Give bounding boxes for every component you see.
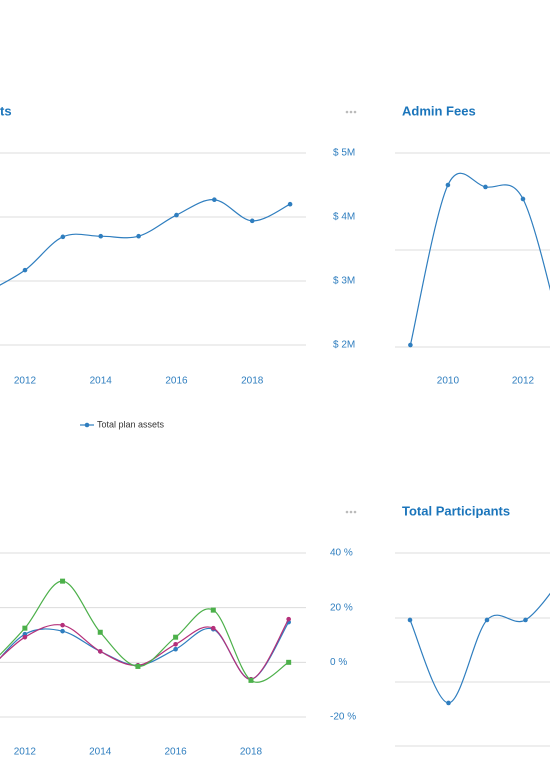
point	[60, 234, 66, 240]
point	[483, 184, 488, 190]
series-line	[0, 199, 291, 286]
chart-title: Total Participants	[402, 503, 510, 518]
point	[212, 197, 217, 203]
point	[60, 622, 65, 628]
y-tick-label: 40 %	[330, 548, 353, 559]
point	[97, 649, 103, 654]
x-tick-label: 2014	[89, 747, 112, 758]
x-tick-label: 2018	[241, 376, 264, 387]
point	[249, 218, 255, 224]
menu-icon[interactable]	[345, 510, 357, 514]
y-tick-label: 20 %	[330, 602, 353, 613]
point	[287, 201, 293, 207]
point	[22, 625, 28, 631]
point	[60, 578, 66, 584]
y-tick-label: $ 3M	[333, 276, 355, 287]
x-tick-label: 2010	[437, 376, 460, 387]
point	[22, 634, 28, 640]
series-line	[0, 621, 290, 680]
series-line	[0, 580, 289, 683]
menu-icon[interactable]	[345, 110, 357, 114]
point	[173, 634, 179, 640]
point	[136, 233, 141, 239]
point	[520, 196, 526, 202]
x-tick-label: 2012	[512, 376, 535, 387]
chart-title: ts	[0, 103, 12, 118]
point	[60, 628, 65, 634]
point	[210, 607, 216, 613]
point	[173, 646, 178, 652]
point	[173, 641, 178, 647]
point	[135, 663, 141, 669]
legend-label: Total plan assets	[97, 419, 165, 429]
x-tick-label: 2016	[165, 376, 188, 387]
y-tick-label: 0 %	[330, 657, 347, 668]
y-tick-label: -20 %	[330, 712, 356, 723]
point	[22, 267, 28, 273]
series-line	[0, 618, 290, 680]
point	[286, 616, 291, 622]
grid	[395, 152, 550, 747]
point	[407, 617, 413, 623]
legend-marker	[84, 422, 90, 428]
series-line	[409, 592, 550, 704]
point	[98, 233, 104, 239]
point	[523, 617, 528, 623]
point	[446, 700, 451, 706]
x-tick-label: 2012	[14, 747, 37, 758]
point	[484, 617, 490, 623]
point	[97, 629, 103, 635]
y-tick-label: $ 2M	[333, 340, 355, 351]
x-tick-label: 2014	[90, 376, 113, 387]
y-tick-label: $ 4M	[333, 212, 355, 223]
x-tick-label: 2018	[240, 747, 263, 758]
point	[248, 677, 254, 683]
x-tick-label: 2016	[164, 747, 187, 758]
y-tick-label: $ 5M	[333, 148, 355, 159]
point	[408, 342, 413, 348]
point	[445, 182, 451, 188]
point	[210, 625, 216, 631]
chart-title: Admin Fees	[402, 103, 476, 118]
point	[286, 659, 292, 665]
series-line	[409, 172, 550, 346]
x-tick-label: 2012	[14, 376, 37, 387]
point	[174, 212, 179, 218]
